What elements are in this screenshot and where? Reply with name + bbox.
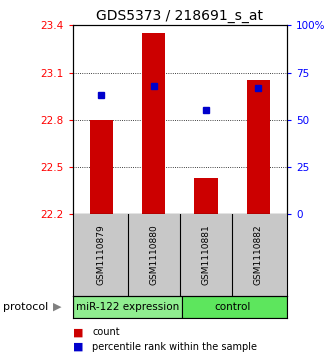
Text: ■: ■ [73,342,83,352]
Bar [90,120,113,214]
Text: count: count [92,327,120,337]
Text: ▶: ▶ [52,302,61,312]
Text: GSM1110880: GSM1110880 [149,225,158,285]
Bar [247,81,270,214]
Text: ■: ■ [73,327,83,337]
Bar [194,178,218,214]
Bar [182,296,287,318]
Bar [73,296,182,318]
Text: GSM1110879: GSM1110879 [97,225,106,285]
Title: GDS5373 / 218691_s_at: GDS5373 / 218691_s_at [96,9,263,23]
Text: protocol: protocol [3,302,49,312]
Text: GSM1110882: GSM1110882 [254,225,263,285]
Text: control: control [214,302,250,312]
Text: GSM1110881: GSM1110881 [202,225,211,285]
Text: miR-122 expression: miR-122 expression [76,302,179,312]
Bar [142,33,165,214]
Text: percentile rank within the sample: percentile rank within the sample [92,342,257,352]
